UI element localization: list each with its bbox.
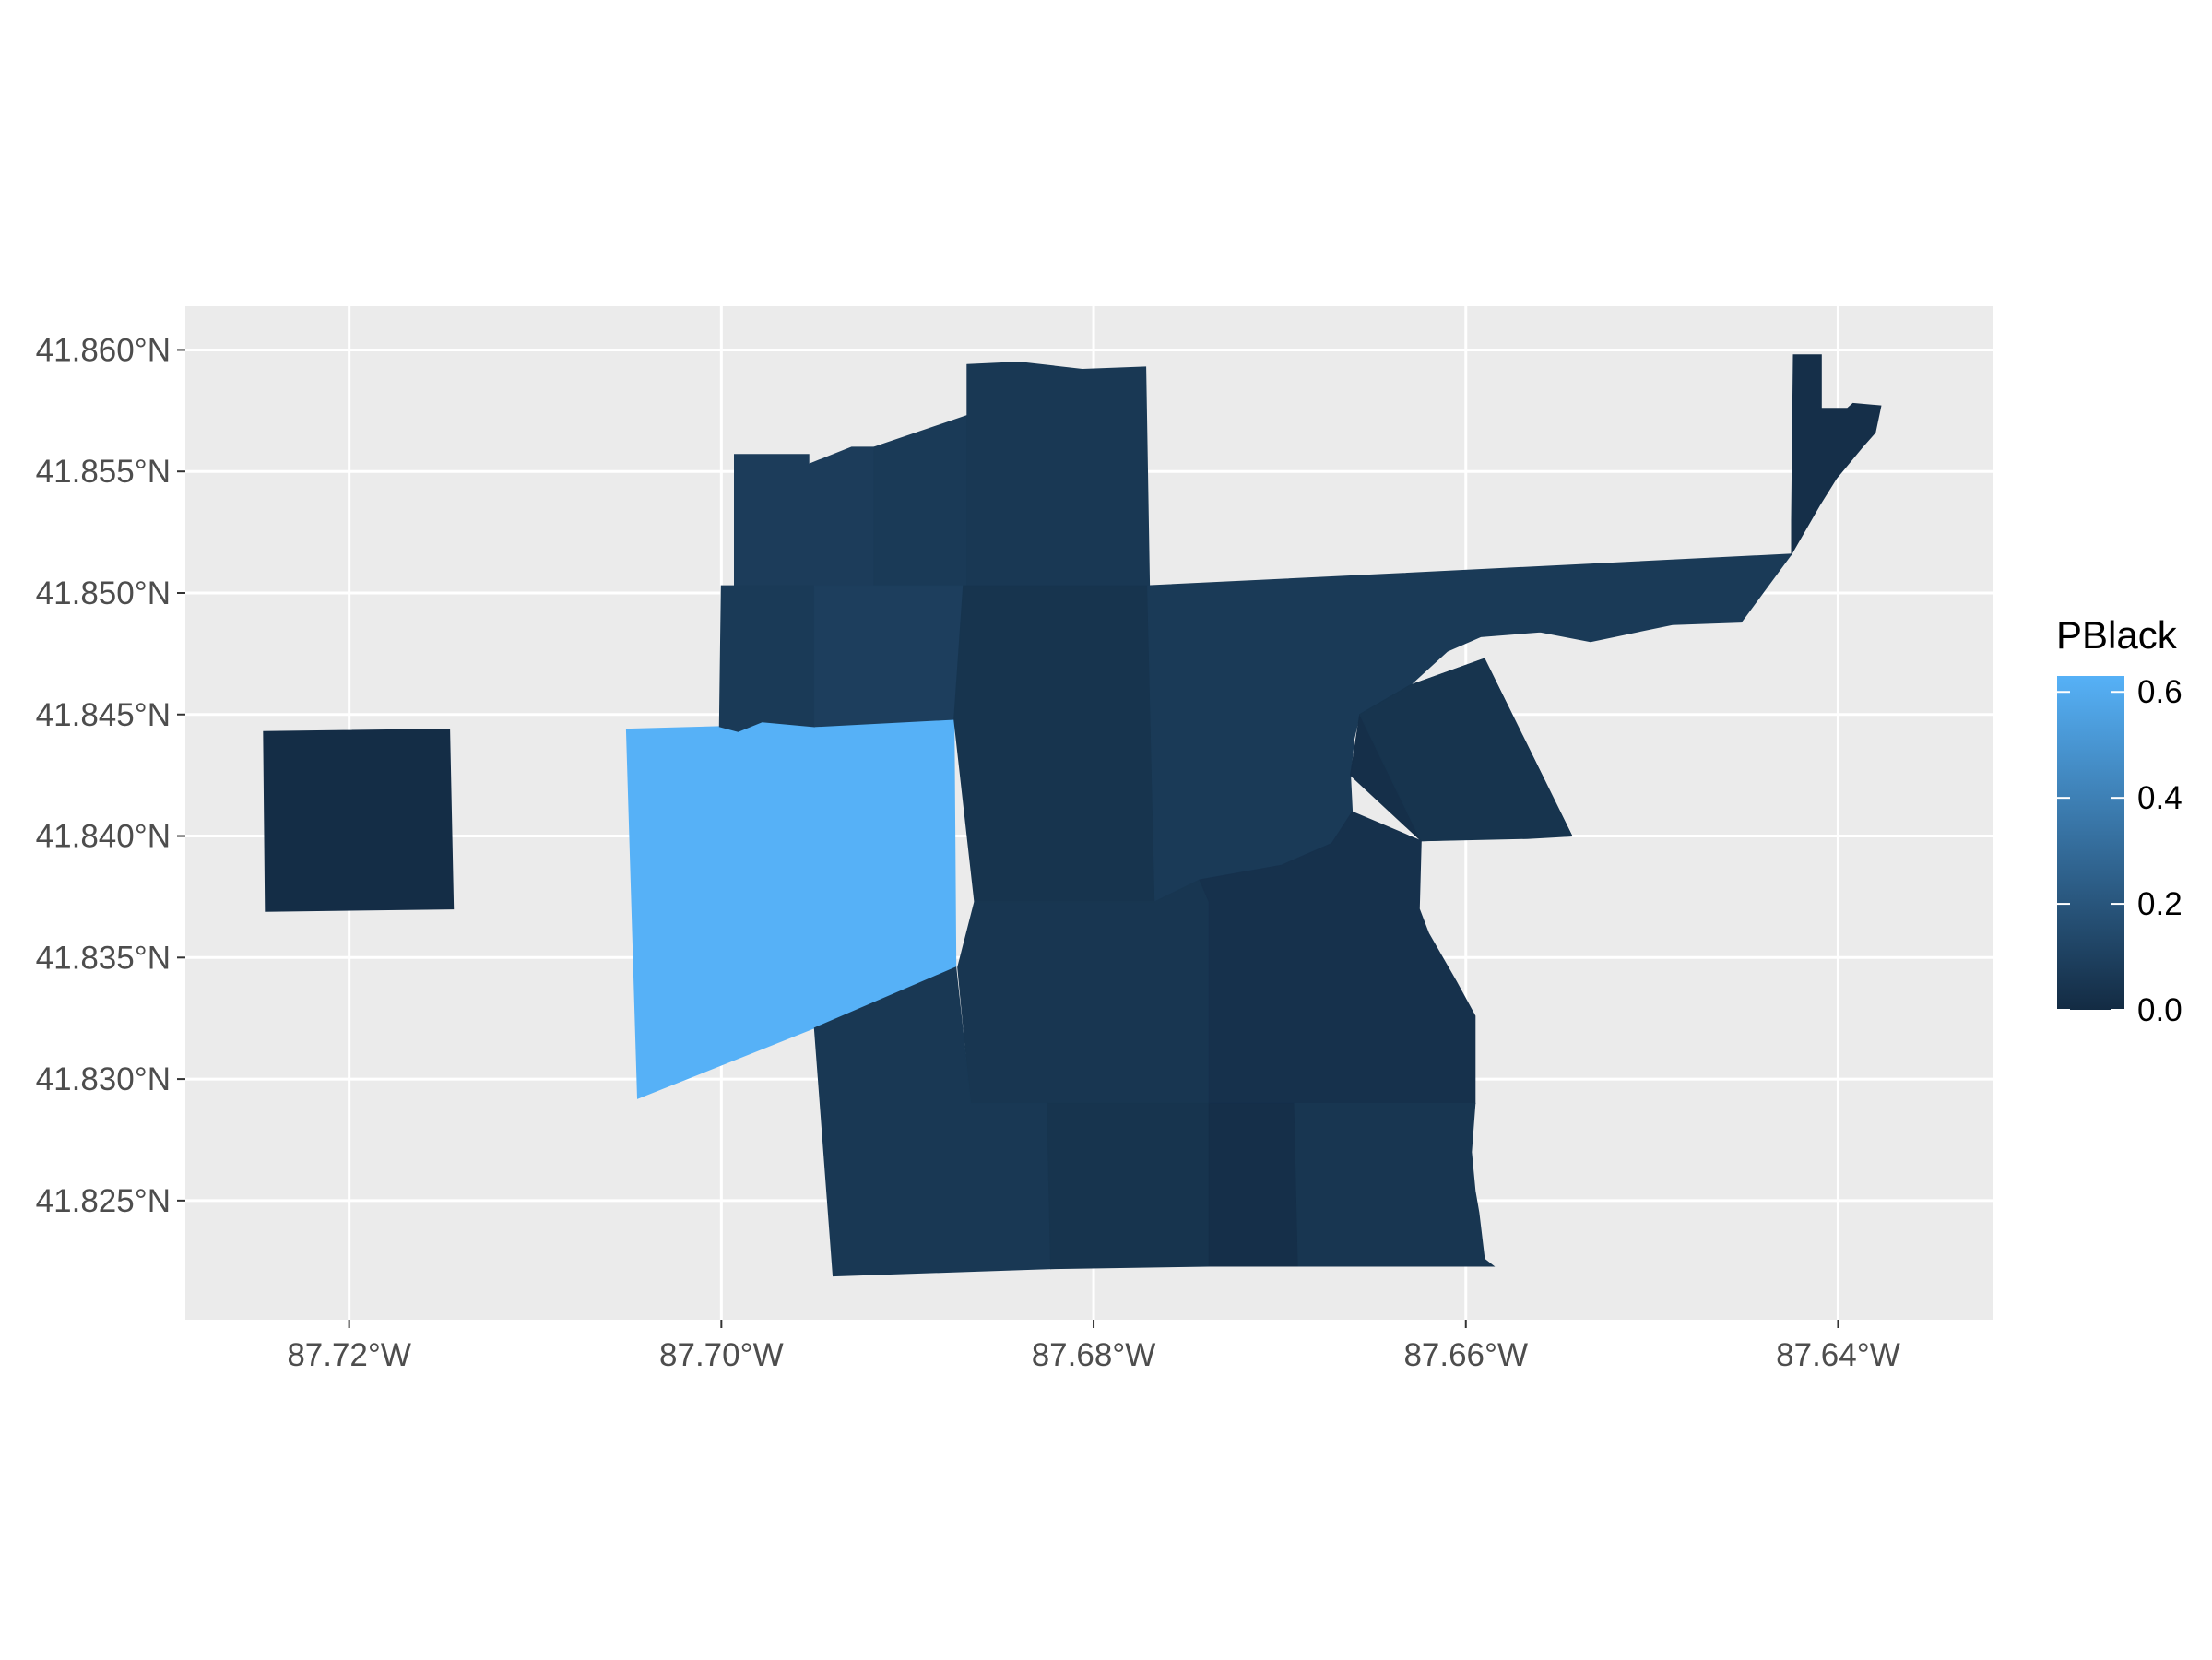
- x-tick-label-4: 87.64°W: [1776, 1337, 1900, 1373]
- y-tick-label-5: 41.835°N: [36, 940, 171, 976]
- region-tract-south-mid-b: [1208, 1102, 1299, 1267]
- x-tick-label-1: 87.70°W: [659, 1337, 784, 1373]
- y-tick-label-3: 41.845°N: [36, 697, 171, 733]
- x-tick-label-3: 87.66°W: [1403, 1337, 1528, 1373]
- legend-break-label-3: 0.6: [2137, 674, 2182, 710]
- region-tract-north-mid: [966, 362, 1151, 587]
- region-tract-west-upper: [718, 585, 815, 732]
- x-tick-label-0: 87.72°W: [287, 1337, 411, 1373]
- y-axis: 41.860°N 41.855°N 41.850°N 41.845°N 41.840°N…: [36, 332, 185, 1219]
- y-tick-label-0: 41.860°N: [36, 332, 171, 368]
- y-tick-label-2: 41.850°N: [36, 575, 171, 611]
- legend-breaks: 0.0 0.2 0.4 0.6: [2057, 674, 2182, 1028]
- region-tract-central-lower: [957, 879, 1210, 1123]
- region-tract-west-upper-b: [813, 585, 964, 728]
- legend-title: PBlack: [2056, 613, 2178, 657]
- legend-break-label-2: 0.4: [2137, 780, 2182, 816]
- y-tick-label-4: 41.840°N: [36, 819, 171, 855]
- legend-colorbar: [2057, 676, 2124, 1010]
- region-tract-north-west-a: [734, 446, 875, 587]
- map-regions: [263, 354, 1882, 1277]
- legend: PBlack 0.0 0.2 0.4 0.6: [2056, 613, 2182, 1028]
- x-axis: 87.72°W 87.70°W 87.68°W 87.66°W 87.64°W: [287, 1320, 1900, 1373]
- y-tick-label-7: 41.825°N: [36, 1183, 171, 1219]
- region-tract-south-east: [1294, 1102, 1496, 1267]
- y-tick-label-6: 41.830°N: [36, 1061, 171, 1097]
- legend-break-label-0: 0.0: [2137, 992, 2182, 1028]
- y-tick-label-1: 41.855°N: [36, 454, 171, 490]
- region-tract-central-upper: [953, 585, 1156, 903]
- region-tract-northeast-arm: [1791, 354, 1882, 556]
- region-tract-south-mid: [1047, 1102, 1210, 1270]
- legend-break-label-1: 0.2: [2137, 886, 2182, 922]
- region-tract-west-isolated: [263, 729, 455, 912]
- x-tick-label-2: 87.68°W: [1032, 1337, 1156, 1373]
